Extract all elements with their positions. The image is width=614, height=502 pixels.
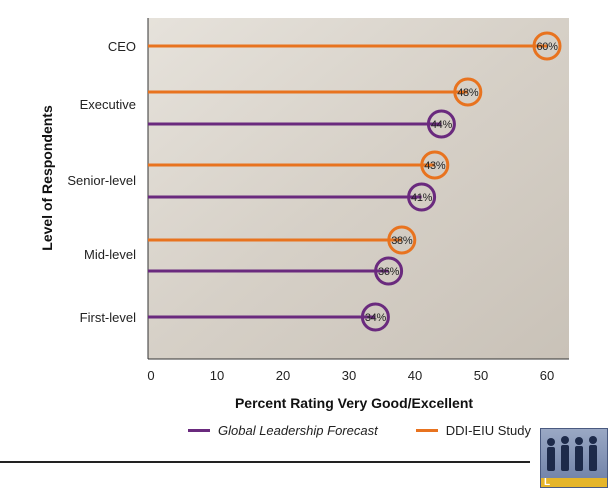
y-tick-label: Senior-level (67, 173, 136, 188)
legend-swatch-orange (415, 428, 438, 432)
data-label: 44% (431, 119, 453, 131)
bar-end-marker (374, 256, 404, 286)
data-label: 38% (391, 235, 413, 247)
x-tick-label: 30 (342, 368, 356, 383)
data-label: 34% (365, 312, 387, 324)
legend-label: DDI-EIU Study (445, 422, 531, 438)
people-silhouettes-icon (547, 436, 597, 471)
legend-swatch-purple (188, 428, 210, 432)
bar-end-marker (453, 77, 483, 107)
x-tick-label: 40 (408, 368, 422, 383)
logo-bar (541, 478, 607, 487)
legend: Global Leadership Forecast DDI-EIU Study (188, 420, 569, 440)
y-tick-label: Executive (80, 97, 136, 112)
y-tick-label: CEO (108, 39, 136, 54)
x-tick-label: 60 (540, 368, 554, 383)
data-label: 48% (457, 87, 479, 99)
company-logo-icon: L (540, 428, 608, 488)
bar-end-marker (360, 302, 390, 332)
legend-item-ddi-eiu-study: DDI-EIU Study (415, 422, 531, 438)
bar-end-marker (426, 109, 456, 139)
bar-end-marker (407, 182, 437, 212)
y-axis-title: Level of Respondents (39, 105, 55, 251)
bar-end-marker (532, 31, 562, 61)
data-label: 43% (424, 160, 446, 172)
x-tick-label: 20 (276, 368, 290, 383)
data-label: 41% (411, 192, 433, 204)
data-label: 36% (378, 266, 400, 278)
data-label: 60% (536, 41, 558, 53)
bar-end-marker (387, 225, 417, 255)
legend-item-global-leadership-forecast: Global Leadership Forecast (188, 423, 378, 438)
y-tick-label: First-level (80, 310, 136, 325)
footer-divider (0, 461, 530, 463)
x-tick-label: 10 (210, 368, 224, 383)
legend-label: Global Leadership Forecast (218, 422, 378, 438)
plot-background (148, 18, 569, 359)
x-tick-label: 0 (147, 368, 154, 383)
logo-letter: L (544, 477, 551, 488)
bar-end-marker (420, 150, 450, 180)
x-axis-title: Percent Rating Very Good/Excellent (235, 395, 473, 411)
y-tick-label: Mid-level (84, 247, 136, 262)
x-tick-label: 50 (474, 368, 488, 383)
chart: CEO Executive Senior-level Mid-level First-l… (39, 18, 569, 411)
